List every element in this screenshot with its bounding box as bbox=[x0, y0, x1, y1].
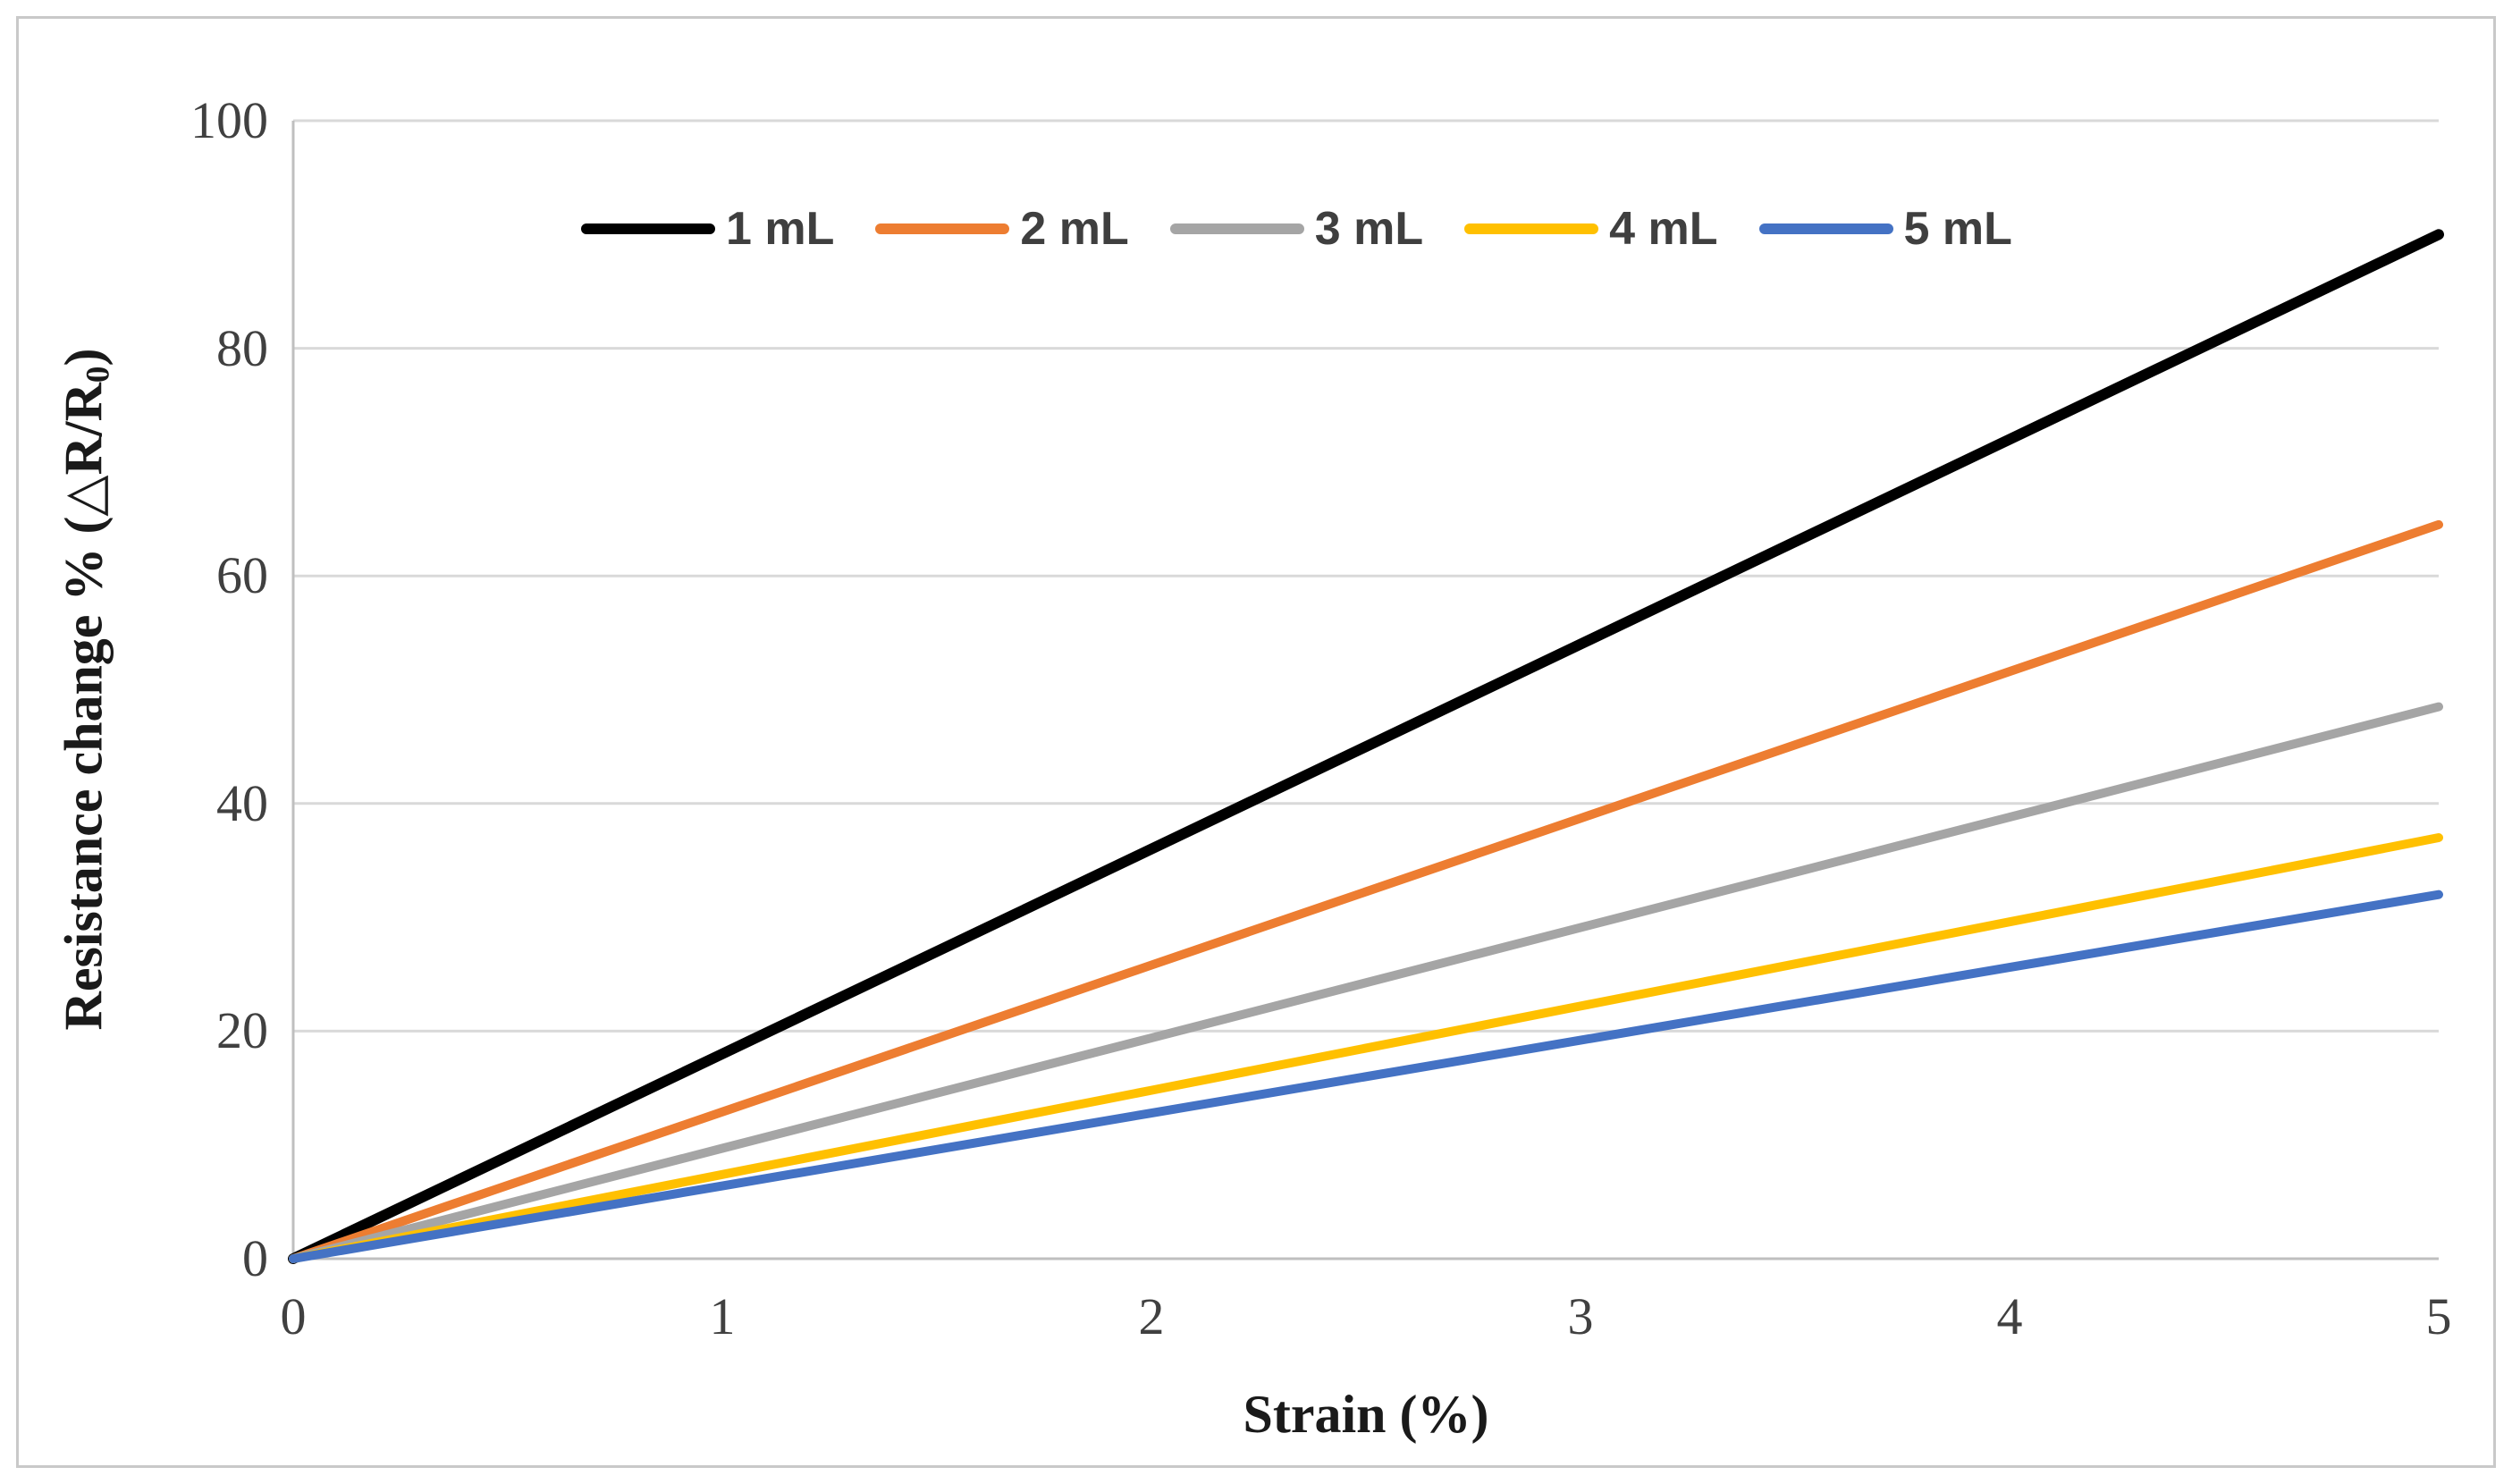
legend-swatch-3ml-icon bbox=[1169, 223, 1304, 234]
chart-legend: 1 mL 2 mL 3 mL 4 mL 5 mL bbox=[581, 197, 2053, 261]
legend-swatch-2ml-icon bbox=[875, 223, 1010, 234]
y-axis-title-suffix: ) bbox=[54, 348, 114, 367]
legend-item-3ml: 3 mL bbox=[1169, 202, 1424, 256]
y-tick-40: 40 bbox=[216, 774, 268, 832]
x-tick-3: 3 bbox=[1567, 1287, 1594, 1345]
y-tick-20: 20 bbox=[216, 1001, 268, 1059]
x-axis-title: Strain (%) bbox=[1243, 1385, 1489, 1444]
legend-label-1ml: 1 mL bbox=[726, 203, 835, 255]
series-line-5ml bbox=[289, 890, 2443, 1263]
delta-triangle-icon: △ bbox=[54, 475, 114, 517]
x-tick-1: 1 bbox=[709, 1287, 736, 1345]
legend-swatch-5ml-icon bbox=[1758, 223, 1893, 234]
series-line-4ml bbox=[289, 832, 2443, 1263]
y-tick-80: 80 bbox=[216, 319, 268, 377]
plot-svg bbox=[288, 119, 2444, 1264]
legend-swatch-1ml-icon bbox=[581, 223, 715, 234]
y-tick-100: 100 bbox=[190, 91, 268, 149]
legend-item-5ml: 5 mL bbox=[1758, 202, 2012, 256]
series-line-3ml bbox=[289, 702, 2443, 1263]
x-tick-4: 4 bbox=[1996, 1287, 2023, 1345]
y-axis-title: Resistance change % (△R/R0) bbox=[52, 349, 117, 1031]
y-tick-0: 0 bbox=[242, 1229, 268, 1287]
series-line-1ml bbox=[288, 229, 2444, 1264]
legend-swatch-4ml-icon bbox=[1464, 223, 1599, 234]
legend-item-2ml: 2 mL bbox=[875, 202, 1129, 256]
legend-item-1ml: 1 mL bbox=[581, 202, 834, 256]
x-tick-5: 5 bbox=[2425, 1287, 2452, 1345]
legend-item-4ml: 4 mL bbox=[1464, 202, 1718, 256]
y-axis-title-ratio: R/R bbox=[54, 383, 114, 476]
legend-label-5ml: 5 mL bbox=[1903, 203, 2012, 255]
series-line-2ml bbox=[289, 519, 2443, 1263]
legend-label-2ml: 2 mL bbox=[1020, 203, 1129, 255]
y-axis-title-subscript: 0 bbox=[80, 366, 117, 384]
x-tick-0: 0 bbox=[280, 1287, 307, 1345]
legend-label-3ml: 3 mL bbox=[1314, 203, 1424, 255]
y-axis-title-prefix: Resistance change % ( bbox=[54, 516, 114, 1031]
y-tick-60: 60 bbox=[216, 546, 268, 604]
x-tick-2: 2 bbox=[1138, 1287, 1165, 1345]
legend-label-4ml: 4 mL bbox=[1609, 203, 1718, 255]
